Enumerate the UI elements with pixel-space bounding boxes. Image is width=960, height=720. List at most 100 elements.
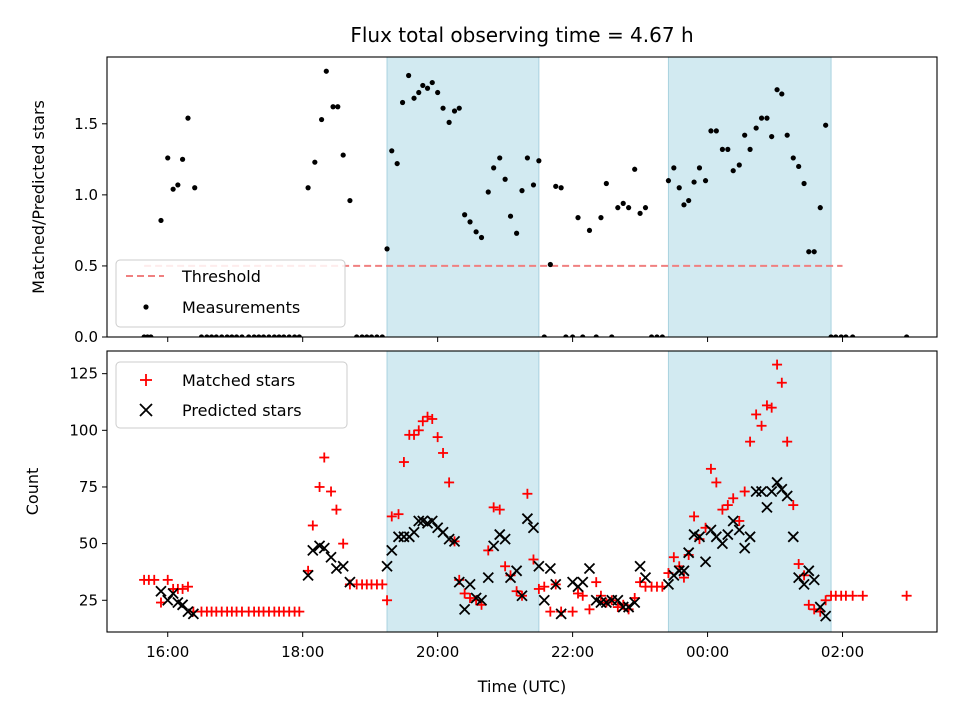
measurement-point bbox=[642, 205, 649, 211]
x-diag2 bbox=[302, 569, 314, 581]
measurement-point bbox=[323, 68, 329, 74]
measurement-point bbox=[747, 146, 753, 152]
x-diag2 bbox=[673, 565, 685, 577]
matched-star-point bbox=[533, 583, 544, 594]
predicted-star-point bbox=[187, 608, 200, 620]
measurement-point bbox=[519, 188, 525, 194]
predicted-star-point bbox=[527, 522, 540, 534]
measurement-point bbox=[570, 334, 576, 337]
x-diag2 bbox=[577, 576, 589, 588]
predicted-star-point bbox=[176, 599, 189, 611]
x-diag2 bbox=[550, 578, 562, 591]
predicted-star-point bbox=[781, 490, 793, 502]
predicted-star-point bbox=[307, 544, 319, 557]
matched-star-point bbox=[177, 583, 188, 594]
measurement-point bbox=[399, 99, 406, 106]
measurement-point bbox=[246, 334, 252, 337]
measurement-point bbox=[239, 334, 245, 337]
matched-star-point bbox=[427, 413, 438, 424]
x-diag2 bbox=[803, 565, 815, 577]
measurement-point bbox=[790, 155, 796, 161]
predicted-star-point bbox=[722, 528, 734, 541]
matched-star-point bbox=[745, 436, 756, 447]
matched-star-point bbox=[382, 595, 393, 606]
measurement-point bbox=[817, 205, 823, 211]
measurement-point bbox=[598, 215, 604, 221]
measurement-point bbox=[753, 125, 759, 131]
measurement-point bbox=[379, 334, 385, 337]
predicted-star-point bbox=[716, 537, 729, 550]
y-tick-label: 75 bbox=[79, 478, 98, 496]
x-diag2 bbox=[787, 531, 799, 543]
measurement-point bbox=[340, 152, 346, 158]
x-tick-label: 18:00 bbox=[281, 643, 324, 661]
measurement-point bbox=[424, 85, 431, 91]
measurement-point bbox=[497, 155, 503, 161]
measurement-point bbox=[626, 205, 632, 211]
x-diag2 bbox=[727, 515, 739, 527]
measurement-point bbox=[276, 334, 282, 337]
measurement-point bbox=[406, 72, 412, 79]
x-tick-label: 22:00 bbox=[551, 643, 594, 661]
measurement-point bbox=[725, 146, 731, 152]
x-diag2 bbox=[386, 544, 398, 557]
matched-star-point bbox=[776, 377, 787, 388]
measurement-point bbox=[609, 334, 615, 337]
matched-star-point bbox=[338, 538, 349, 549]
measurement-point bbox=[170, 186, 176, 192]
measurement-point bbox=[784, 132, 790, 138]
matched-star-point bbox=[728, 493, 739, 504]
y-tick-label: 50 bbox=[79, 535, 98, 553]
x-diag2 bbox=[482, 571, 494, 584]
y-tick-label: 0.5 bbox=[74, 257, 98, 275]
measurement-point bbox=[530, 182, 537, 188]
matched-star-point bbox=[444, 477, 455, 488]
matched-star-point bbox=[314, 481, 325, 492]
matched-star-point bbox=[567, 606, 578, 617]
measurement-point bbox=[547, 261, 553, 268]
x-diag2 bbox=[344, 576, 356, 588]
x-diag2 bbox=[744, 531, 756, 543]
measurement-point bbox=[224, 334, 230, 337]
x-diag2 bbox=[313, 540, 326, 552]
matched-star-point bbox=[857, 590, 868, 601]
measurement-point bbox=[514, 230, 520, 236]
x-diag2 bbox=[761, 501, 773, 513]
measurement-point bbox=[389, 148, 395, 154]
predicted-star-point bbox=[464, 578, 476, 591]
matched-star-point bbox=[782, 436, 793, 447]
x-diag2 bbox=[330, 562, 343, 575]
x-diag2 bbox=[699, 556, 712, 568]
predicted-star-point bbox=[693, 531, 706, 543]
measurement-point bbox=[558, 185, 564, 191]
predicted-star-point bbox=[577, 576, 589, 588]
legend-predicted-swatch-d2 bbox=[139, 403, 153, 417]
measurement-point bbox=[524, 155, 530, 161]
matched-star-point bbox=[162, 574, 173, 585]
x-diag2 bbox=[167, 587, 179, 600]
predicted-star-point bbox=[555, 608, 567, 620]
matched-star-point bbox=[739, 486, 750, 497]
x-diag2 bbox=[814, 601, 826, 613]
matched-star-point bbox=[422, 411, 433, 422]
predicted-star-point bbox=[699, 556, 712, 568]
measurement-point bbox=[485, 189, 491, 195]
measurement-point bbox=[838, 334, 844, 337]
x-diag2 bbox=[182, 605, 194, 618]
measurement-point bbox=[575, 215, 581, 221]
x-diag2 bbox=[172, 596, 184, 609]
measurement-point bbox=[158, 217, 164, 224]
measurement-point bbox=[801, 180, 807, 187]
matched-star-point bbox=[711, 477, 722, 488]
measurement-point bbox=[473, 229, 479, 235]
matched-star-point bbox=[398, 457, 409, 468]
x-diag2 bbox=[739, 542, 751, 554]
legend-box bbox=[115, 361, 348, 429]
y-tick-label: 0.0 bbox=[74, 328, 98, 346]
predicted-star-point bbox=[612, 594, 624, 606]
matched-star-point bbox=[803, 599, 814, 610]
x-diag2 bbox=[437, 526, 449, 538]
legend: Threshold Measurements bbox=[115, 259, 346, 328]
x-tick-label: 16:00 bbox=[146, 643, 189, 661]
